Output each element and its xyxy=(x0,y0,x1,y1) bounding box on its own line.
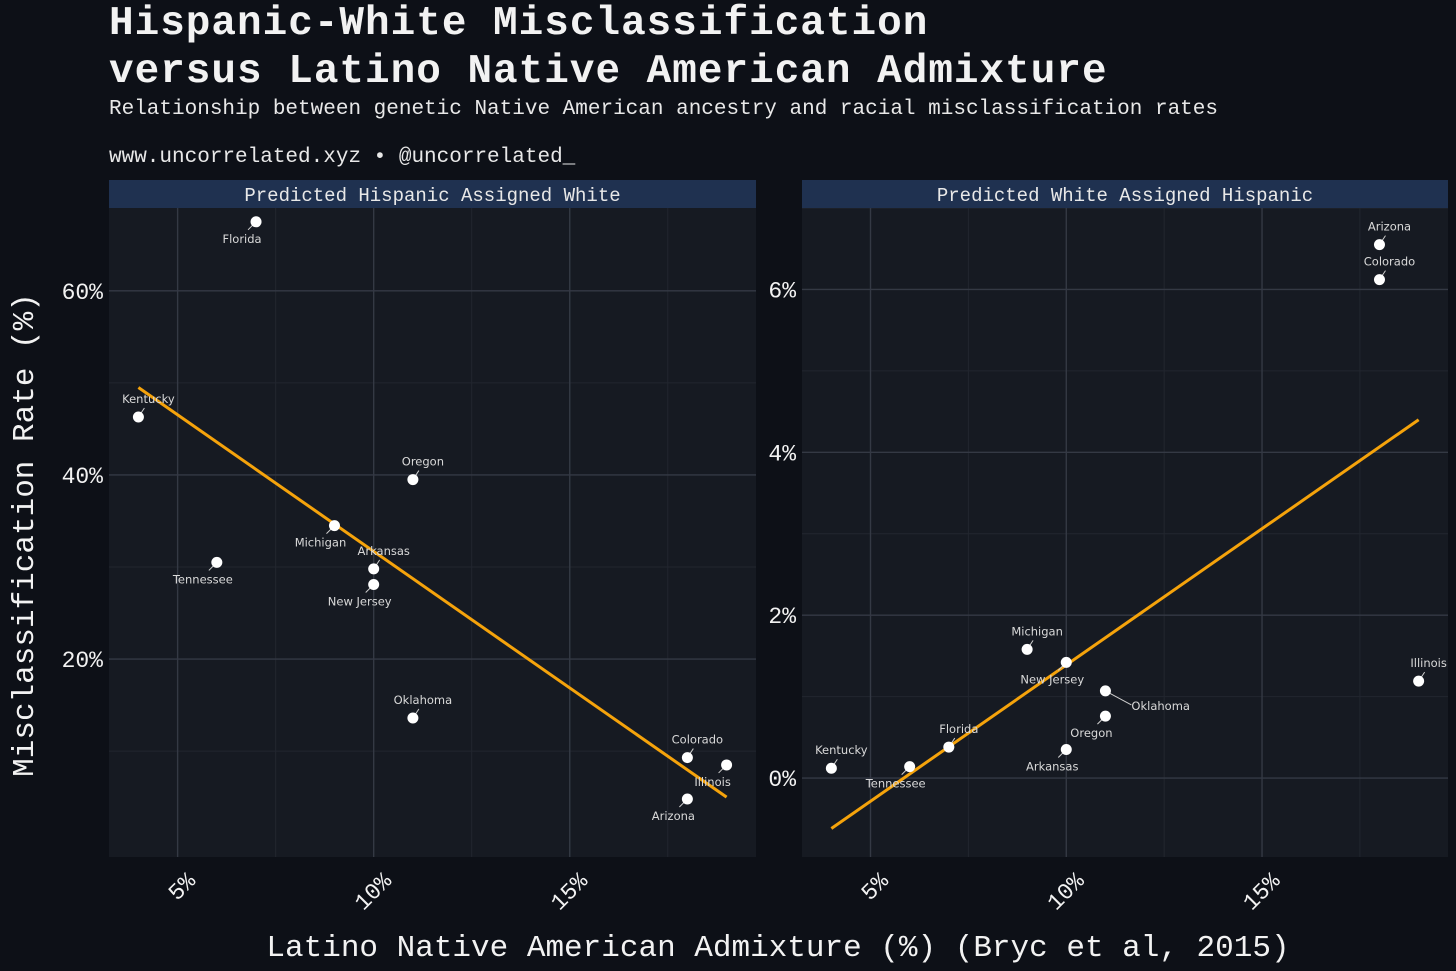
panel-background xyxy=(109,208,756,857)
data-point xyxy=(211,556,223,568)
data-point xyxy=(328,520,340,532)
data-point-label: Oregon xyxy=(402,455,444,469)
data-point-label: Arizona xyxy=(1368,220,1411,234)
data-point-label: Tennessee xyxy=(865,777,926,791)
data-point xyxy=(1413,675,1425,687)
data-point-label: Illinois xyxy=(1410,656,1447,670)
data-point xyxy=(681,752,693,764)
data-point-label: Oklahoma xyxy=(394,693,453,707)
chart-subtitle: Relationship between genetic Native Amer… xyxy=(109,98,1218,121)
data-point xyxy=(1021,643,1033,655)
data-point xyxy=(943,741,955,753)
data-point xyxy=(368,563,380,575)
data-point-label: Kentucky xyxy=(815,743,868,757)
y-tick-label: 20% xyxy=(62,648,104,674)
panel-2: Predicted White Assigned Hispanic 0% 2% 4% 6… xyxy=(768,180,1448,916)
data-point-label: Kentucky xyxy=(122,392,175,406)
data-point-label: Florida xyxy=(222,232,261,246)
data-point-label: Arkansas xyxy=(1026,760,1078,774)
data-point xyxy=(1099,710,1111,722)
x-tick-label: 15% xyxy=(546,868,594,916)
data-point-label: Colorado xyxy=(1364,255,1415,269)
data-point xyxy=(1099,685,1111,697)
data-point xyxy=(904,761,916,773)
panels-layer: Predicted Hispanic Assigned White 20% 40% 6… xyxy=(62,180,1448,916)
y-tick-label: 2% xyxy=(768,604,796,630)
trend-line xyxy=(830,418,1420,830)
data-point-label: Florida xyxy=(939,722,978,736)
data-point xyxy=(825,762,837,774)
facet-strip xyxy=(802,180,1448,208)
data-point xyxy=(407,712,419,724)
data-point-label: Oklahoma xyxy=(1131,699,1190,713)
data-point-label: Arizona xyxy=(652,809,695,823)
facet-strip xyxy=(109,180,756,208)
y-tick-label: 40% xyxy=(62,464,104,490)
x-tick-label: 10% xyxy=(350,868,398,916)
y-tick-label: 0% xyxy=(768,767,796,793)
chart-credit: www.uncorrelated.xyz • @uncorrelated_ xyxy=(109,146,576,169)
chart-title: Hispanic-White Misclassification versus … xyxy=(109,1,1108,95)
data-point xyxy=(721,759,733,771)
data-point-label: Michigan xyxy=(1011,624,1063,638)
x-tick-label: 10% xyxy=(1043,868,1091,916)
facet-strip-label: Predicted White Assigned Hispanic xyxy=(937,185,1313,207)
data-point xyxy=(132,411,144,423)
x-axis-title: Latino Native American Admixture (%) (Br… xyxy=(266,931,1289,966)
data-point xyxy=(1060,656,1072,668)
x-tick-label: 15% xyxy=(1238,868,1286,916)
x-tick-label: 5% xyxy=(857,868,895,906)
data-point xyxy=(407,474,419,486)
y-tick-label: 60% xyxy=(62,280,104,306)
y-tick-label: 4% xyxy=(768,441,796,467)
trend-line xyxy=(137,386,728,799)
data-point-label: New Jersey xyxy=(328,595,392,609)
data-point xyxy=(1373,274,1385,286)
data-point-label: Colorado xyxy=(672,733,723,747)
x-tick-label: 5% xyxy=(164,868,202,906)
data-point-label: New Jersey xyxy=(1020,672,1084,686)
data-point-label: Arkansas xyxy=(357,544,409,558)
panel-1: Predicted Hispanic Assigned White 20% 40% 6… xyxy=(62,180,756,916)
data-point xyxy=(1060,744,1072,756)
data-point xyxy=(1373,239,1385,251)
data-point xyxy=(368,579,380,591)
data-point-label: Michigan xyxy=(295,536,347,550)
data-point-label: Tennessee xyxy=(172,572,233,586)
y-tick-label: 6% xyxy=(768,278,796,304)
panel-background xyxy=(802,208,1448,857)
y-axis-title: Misclassification Rate (%) xyxy=(8,293,43,777)
data-point xyxy=(250,216,262,228)
facet-strip-label: Predicted Hispanic Assigned White xyxy=(244,185,620,207)
data-point xyxy=(681,793,693,805)
data-point-label: Illinois xyxy=(694,775,731,789)
data-point-label: Oregon xyxy=(1070,726,1112,740)
